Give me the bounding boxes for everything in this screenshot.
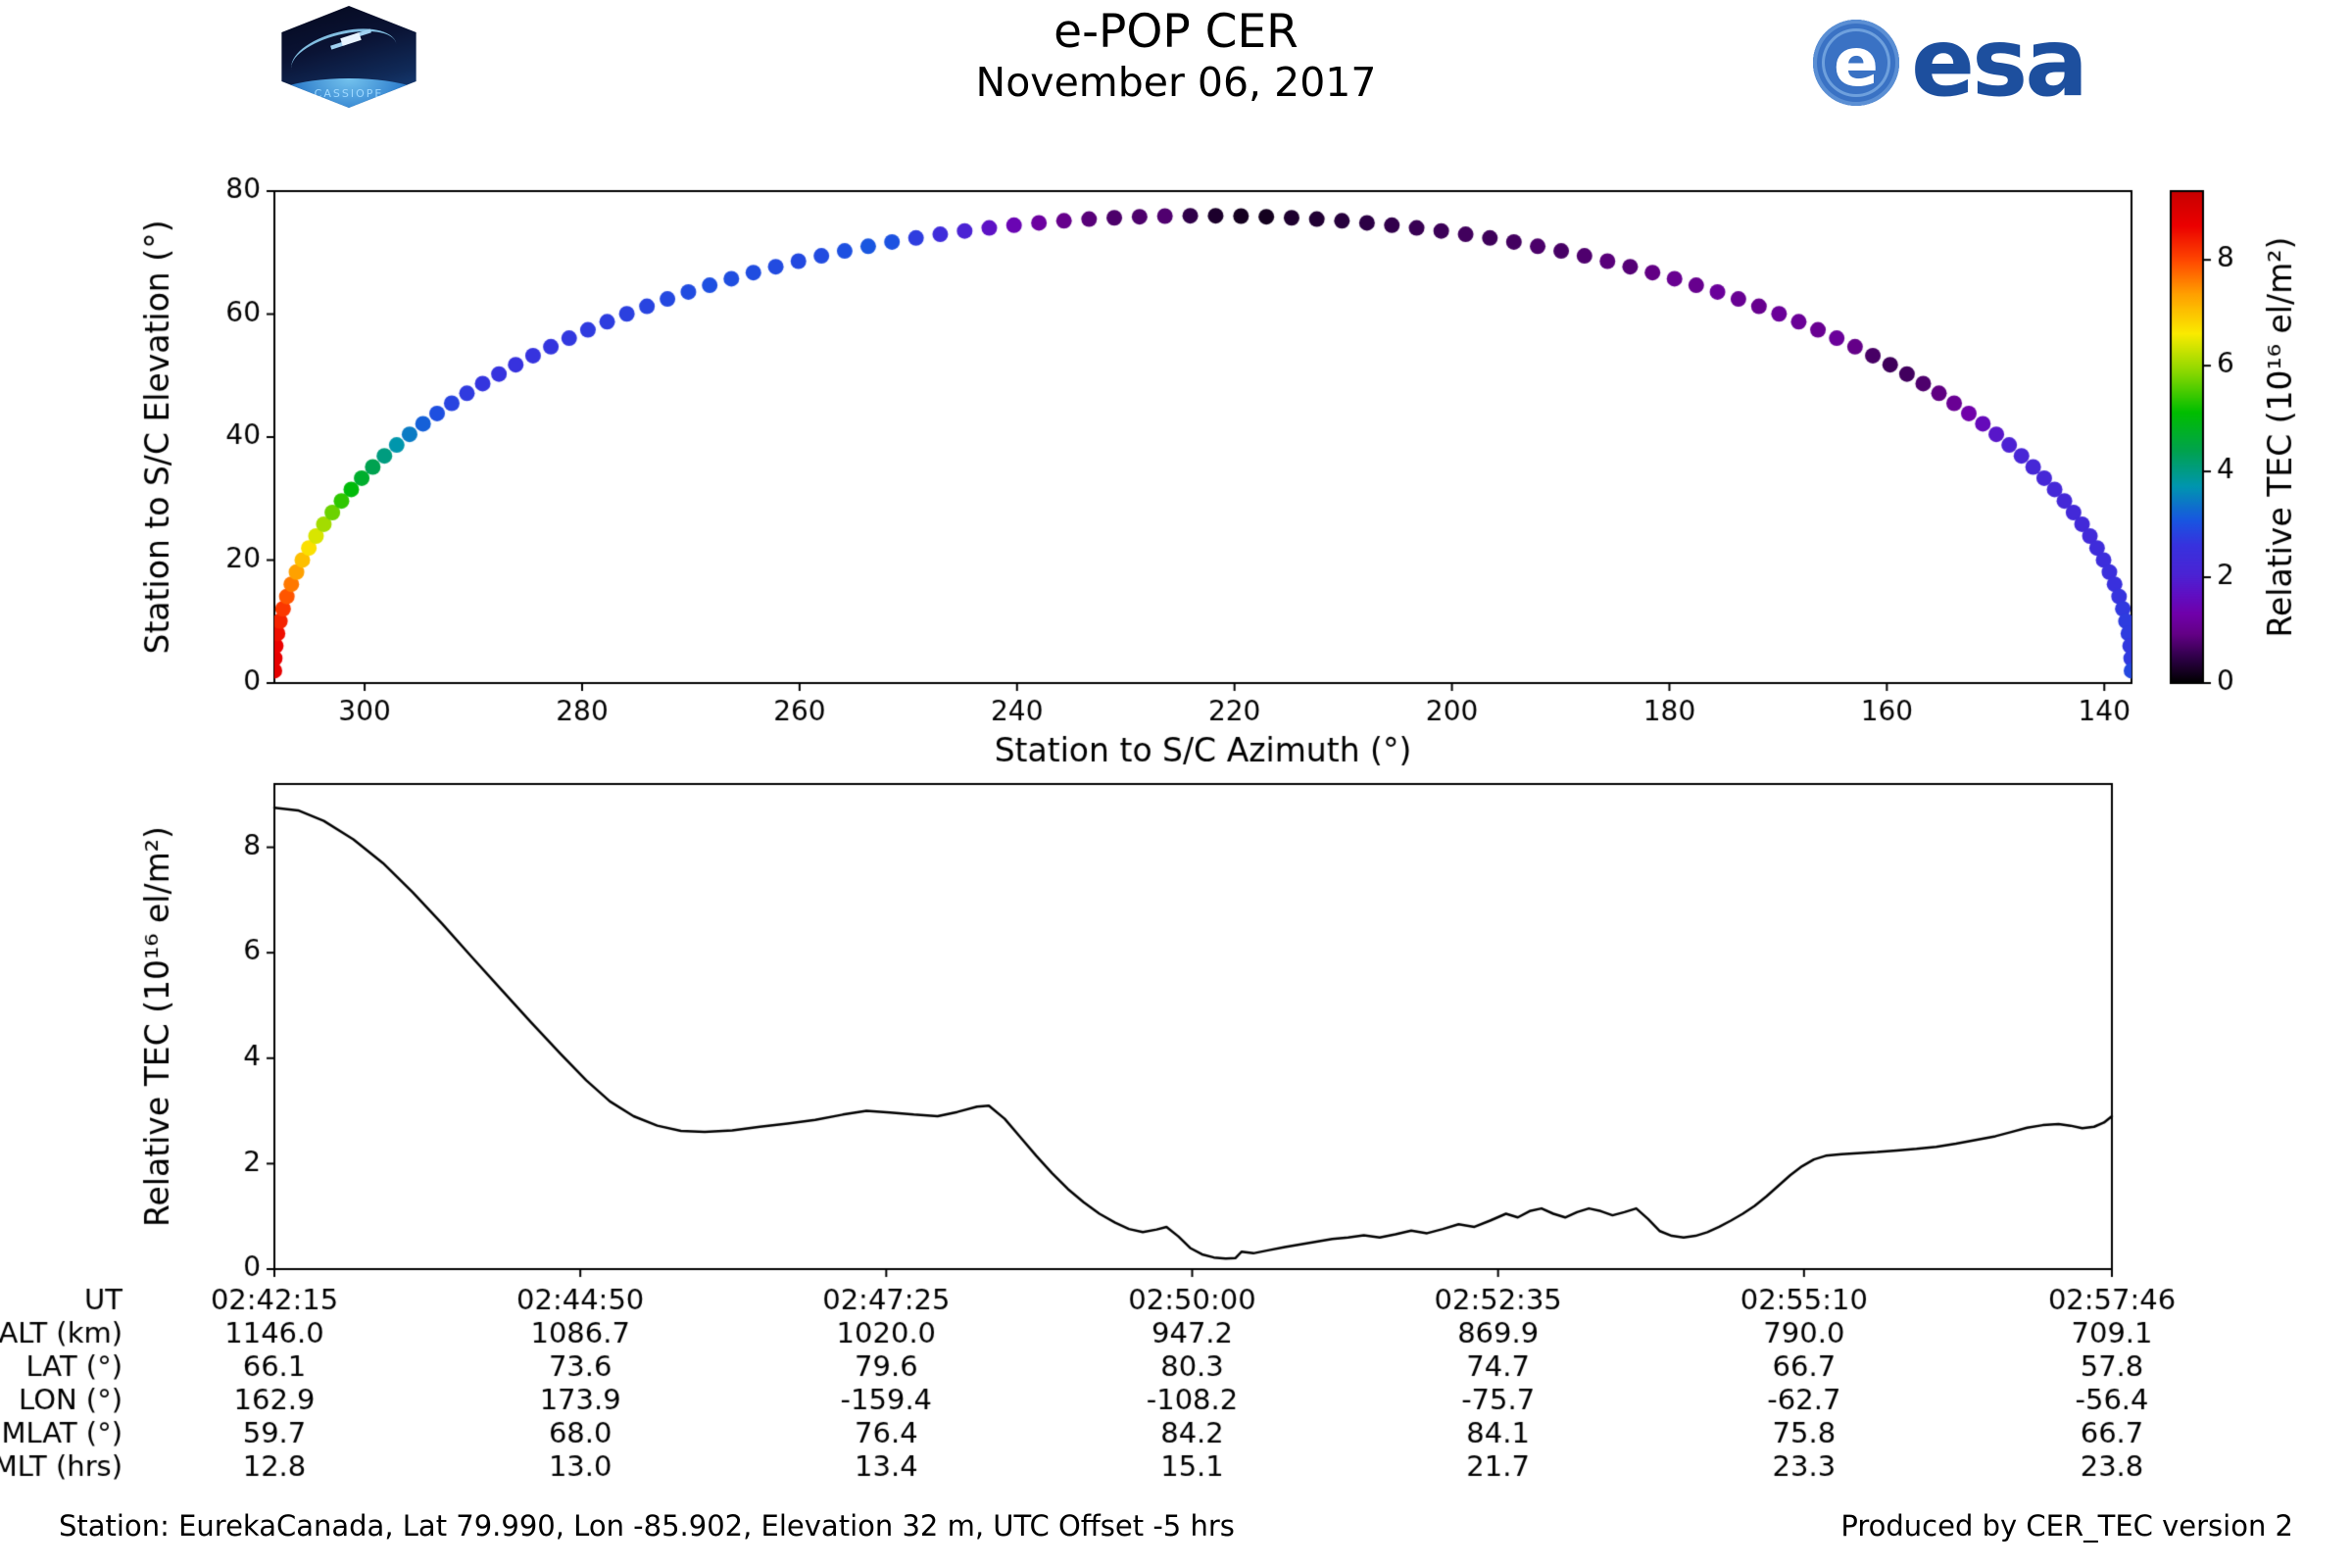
page-title: e-POP CER [1054, 5, 1298, 59]
title-block: e-POP CER November 06, 2017 [0, 5, 2352, 107]
footer: Station: EurekaCanada, Lat 79.990, Lon -… [59, 1509, 2293, 1543]
esa-emblem-icon: e [1812, 20, 1899, 106]
header: CASSIOPE e-POP CER November 06, 2017 e e… [0, 0, 2352, 186]
produced-by-text: Produced by CER_TEC version 2 [1840, 1509, 2293, 1543]
station-info-text: Station: EurekaCanada, Lat 79.990, Lon -… [59, 1509, 1235, 1543]
patch-mission-name: CASSIOPE [314, 87, 384, 100]
esa-logo: e esa [1812, 8, 2088, 118]
esa-wordmark: esa [1910, 8, 2088, 118]
page-date: November 06, 2017 [975, 59, 1377, 107]
